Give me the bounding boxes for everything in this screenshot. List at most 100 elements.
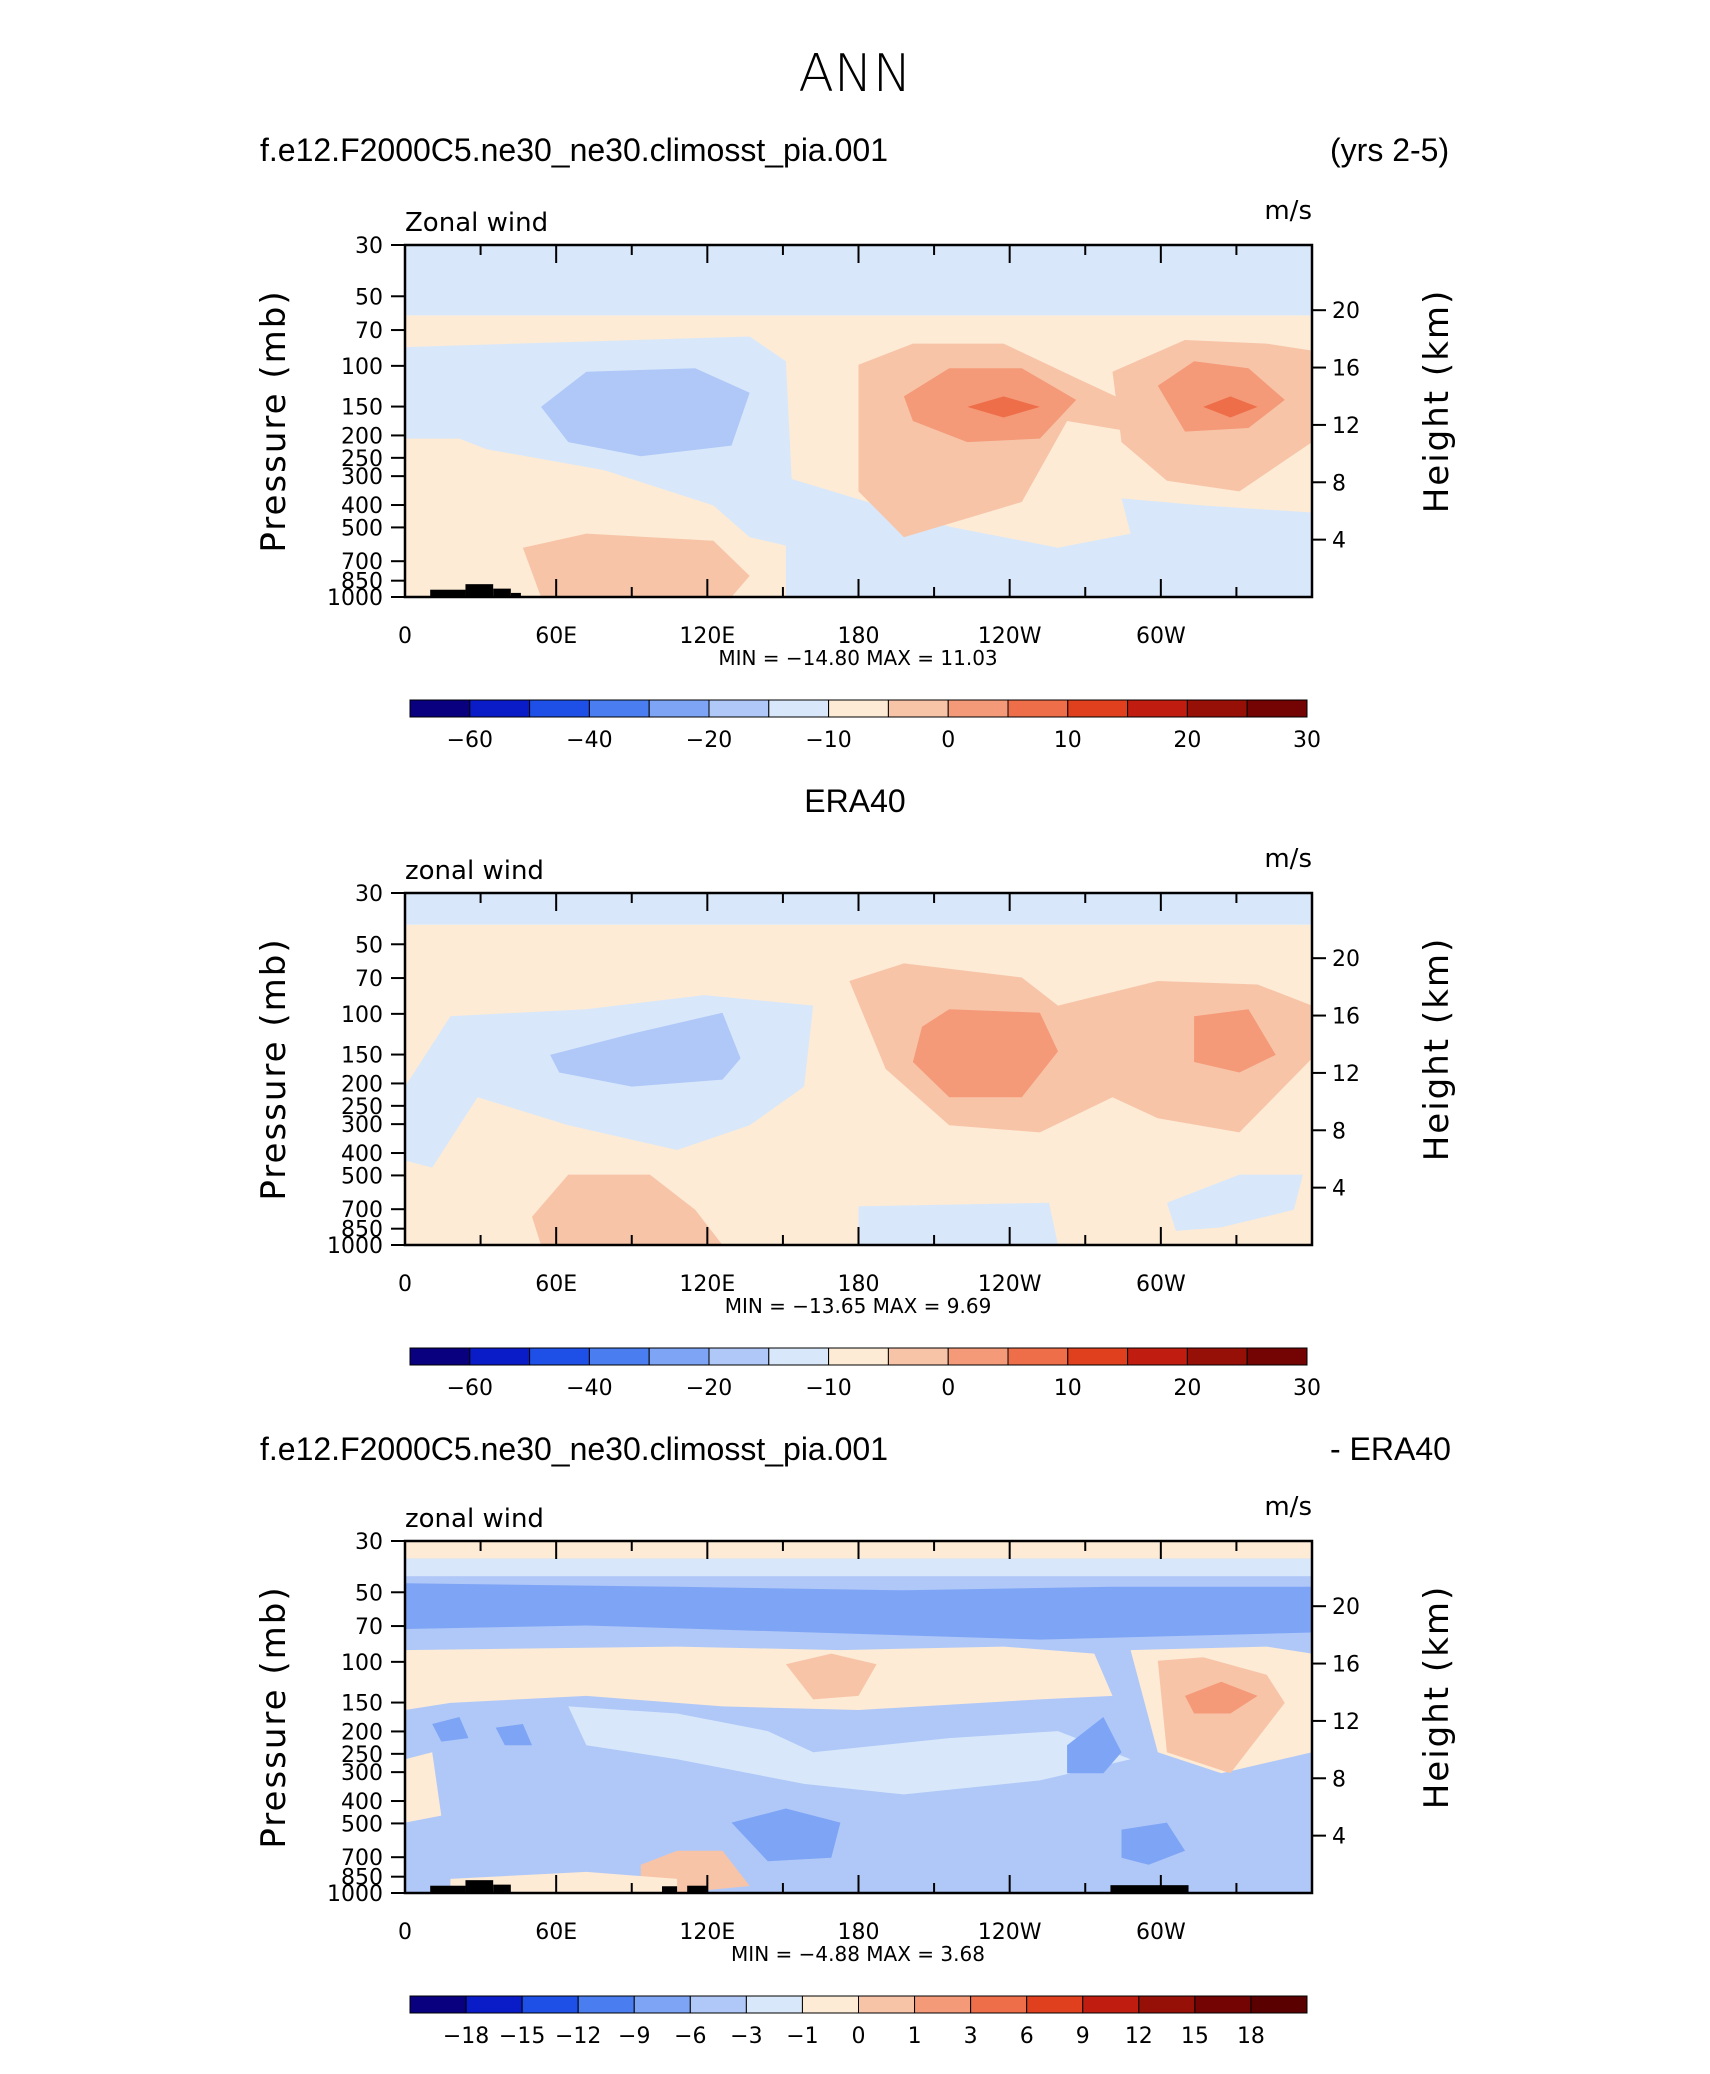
contour-band bbox=[522, 533, 750, 597]
contour-band bbox=[405, 1583, 1312, 1640]
contour-band bbox=[1121, 1822, 1185, 1865]
panel2-title: ERA40 bbox=[804, 783, 906, 819]
variable-label: zonal wind bbox=[405, 1504, 544, 1534]
colorbar-label: −40 bbox=[566, 1376, 612, 1398]
topography-block bbox=[465, 584, 494, 597]
pressure-tick-label: 500 bbox=[341, 516, 383, 541]
contour-band bbox=[405, 1558, 1312, 1577]
colorbar-label: −20 bbox=[686, 1376, 732, 1398]
y2-axis-title: Height (km) bbox=[1417, 1585, 1457, 1810]
lon-tick-label: 60W bbox=[1136, 1920, 1186, 1945]
pressure-tick-label: 250 bbox=[341, 1743, 383, 1768]
colorbar-label: −10 bbox=[805, 728, 851, 750]
era40-zonal-wind-panel: 3050701001502002503004005007008501000201… bbox=[254, 844, 1457, 1398]
colorbar-box bbox=[1067, 699, 1129, 718]
colorbar-label: 20 bbox=[1173, 728, 1201, 750]
variable-label: Zonal wind bbox=[405, 208, 548, 238]
lon-tick-label: 60E bbox=[535, 1920, 577, 1945]
height-tick-label: 4 bbox=[1332, 529, 1346, 554]
colorbar-label: −12 bbox=[555, 2024, 601, 2046]
pressure-tick-label: 400 bbox=[341, 1790, 383, 1815]
pressure-tick-label: 850 bbox=[341, 570, 383, 595]
contour-field bbox=[405, 1541, 1312, 1893]
height-tick-label: 16 bbox=[1332, 1005, 1360, 1030]
colorbar-box bbox=[708, 1347, 770, 1366]
pressure-tick-label: 300 bbox=[341, 465, 383, 490]
colorbar-box bbox=[521, 1995, 579, 2014]
pressure-tick-label: 250 bbox=[341, 1095, 383, 1120]
colorbar-box bbox=[914, 1995, 972, 2014]
pressure-tick-label: 30 bbox=[355, 234, 383, 259]
units-label: m/s bbox=[1264, 844, 1312, 874]
colorbar-box bbox=[689, 1995, 747, 2014]
pressure-tick-label: 30 bbox=[355, 1530, 383, 1555]
colorbar-box bbox=[1246, 699, 1308, 718]
pressure-tick-label: 50 bbox=[355, 285, 383, 310]
colorbar-label: 12 bbox=[1125, 2024, 1153, 2046]
y-axis-title: Pressure (mb) bbox=[254, 289, 294, 552]
colorbar-label: 0 bbox=[941, 1376, 955, 1398]
contour-field bbox=[405, 893, 1312, 1245]
contour-band bbox=[1157, 1657, 1285, 1774]
contour-band bbox=[405, 1646, 1113, 1710]
height-tick-label: 8 bbox=[1332, 1119, 1346, 1144]
min-max-stats: MIN = −4.88 MAX = 3.68 bbox=[731, 1942, 985, 1966]
colorbar-box bbox=[1082, 1995, 1140, 2014]
pressure-tick-label: 30 bbox=[355, 882, 383, 907]
y2-axis-title: Height (km) bbox=[1417, 937, 1457, 1162]
colorbar-box bbox=[465, 1995, 523, 2014]
colorbar-box bbox=[1127, 1347, 1188, 1366]
colorbar-box bbox=[588, 1347, 650, 1366]
colorbar-label: 3 bbox=[964, 2024, 978, 2046]
colorbar-label: 10 bbox=[1054, 1376, 1082, 1398]
topography-block bbox=[493, 1884, 511, 1893]
colorbar-box bbox=[1194, 1995, 1252, 2014]
contour-field bbox=[405, 245, 1312, 597]
colorbar-box bbox=[1250, 1995, 1308, 2014]
contour-band bbox=[967, 396, 1040, 418]
colorbar-box bbox=[768, 699, 830, 718]
figure-title: ANN bbox=[798, 44, 912, 104]
pressure-tick-label: 700 bbox=[341, 550, 383, 575]
min-max-stats: MIN = −13.65 MAX = 9.69 bbox=[725, 1294, 992, 1318]
lon-tick-label: 120W bbox=[978, 624, 1042, 649]
colorbar-box bbox=[648, 699, 710, 718]
contour-band bbox=[1067, 1717, 1122, 1774]
pressure-tick-label: 400 bbox=[341, 1142, 383, 1167]
contour-band bbox=[495, 1724, 532, 1746]
colorbar-label: 9 bbox=[1076, 2024, 1090, 2046]
units-label: m/s bbox=[1264, 1492, 1312, 1522]
pressure-tick-label: 200 bbox=[341, 424, 383, 449]
panel1-years: (yrs 2-5) bbox=[1330, 132, 1450, 168]
colorbar-label: −40 bbox=[566, 728, 612, 750]
pressure-tick-label: 300 bbox=[341, 1761, 383, 1786]
colorbar-label: −6 bbox=[674, 2024, 706, 2046]
contour-band bbox=[1185, 1681, 1258, 1714]
colorbar-box bbox=[1007, 699, 1069, 718]
pressure-tick-label: 500 bbox=[341, 1812, 383, 1837]
topography-block bbox=[465, 1880, 494, 1893]
contour-band bbox=[405, 1752, 442, 1823]
lon-tick-label: 180 bbox=[838, 1920, 880, 1945]
height-tick-label: 8 bbox=[1332, 1767, 1346, 1792]
colorbar-box bbox=[828, 1347, 889, 1366]
colorbar-box bbox=[947, 699, 1009, 718]
contour-band bbox=[432, 1717, 469, 1742]
colorbar-label: −20 bbox=[686, 728, 732, 750]
colorbar-label: 10 bbox=[1054, 728, 1082, 750]
colorbar-box bbox=[648, 1347, 710, 1366]
pressure-tick-label: 70 bbox=[355, 1615, 383, 1640]
lon-tick-label: 180 bbox=[838, 1272, 880, 1297]
colorbar-box bbox=[1007, 1347, 1069, 1366]
colorbar-box bbox=[828, 699, 889, 718]
contour-band bbox=[1166, 1174, 1303, 1231]
y-axis-title: Pressure (mb) bbox=[254, 937, 294, 1200]
contour-band bbox=[541, 368, 750, 457]
pressure-tick-label: 300 bbox=[341, 1113, 383, 1138]
colorbar-box bbox=[529, 699, 590, 718]
contour-band bbox=[1194, 1009, 1276, 1073]
lon-tick-label: 120E bbox=[679, 1920, 735, 1945]
contour-band bbox=[912, 1009, 1058, 1098]
colorbar-label: 20 bbox=[1173, 1376, 1201, 1398]
lon-tick-label: 120E bbox=[679, 624, 735, 649]
